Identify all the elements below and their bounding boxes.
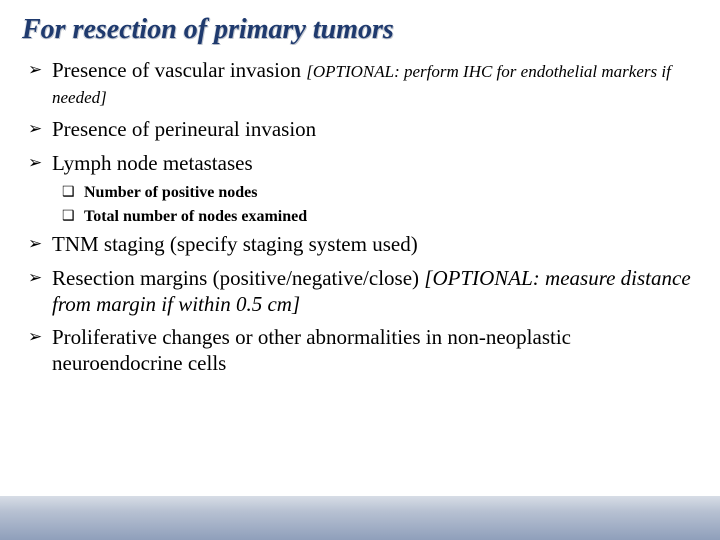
list-item: Proliferative changes or other abnormali… [26,325,694,376]
list-item: TNM staging (specify staging system used… [26,232,694,258]
list-item: Presence of perineural invasion [26,117,694,143]
item-text: Presence of vascular invasion [52,58,306,82]
item-text: Presence of perineural invasion [52,117,316,141]
footer-bar [0,496,720,540]
list-item: Resection margins (positive/negative/clo… [26,266,694,317]
subitem-text: Total number of nodes examined [84,208,307,225]
list-item: Presence of vascular invasion [OPTIONAL:… [26,58,694,109]
item-text: Lymph node metastases [52,151,253,175]
item-text: Resection margins (positive/negative/clo… [52,266,424,290]
slide: For resection of primary tumors Presence… [0,0,720,540]
list-item: Lymph node metastases [26,151,694,177]
subitem-text: Number of positive nodes [84,184,258,201]
item-text: Proliferative changes or other abnormali… [52,325,571,375]
slide-title: For resection of primary tumors [22,14,694,46]
sub-list-item: Total number of nodes examined [26,208,694,226]
item-text: TNM staging (specify staging system used… [52,232,418,256]
bullet-list: Presence of vascular invasion [OPTIONAL:… [26,58,694,376]
sub-list-item: Number of positive nodes [26,184,694,202]
